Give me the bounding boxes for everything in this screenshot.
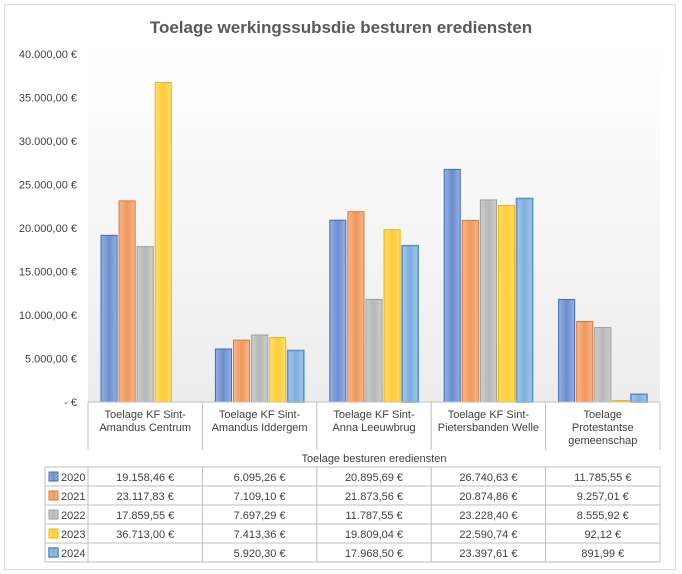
legend-label: 2021 bbox=[61, 491, 85, 503]
category-label: Toelage KF Sint- bbox=[105, 409, 187, 421]
table-cell: 7.109,10 € bbox=[234, 491, 286, 503]
bar-2024 bbox=[286, 349, 305, 403]
table-cell: 21.873,56 € bbox=[345, 491, 403, 503]
table-cell: 11.787,55 € bbox=[345, 510, 402, 522]
bar-2023 bbox=[497, 204, 516, 403]
table-cell: 20.874,86 € bbox=[459, 491, 517, 503]
y-axis: - € 5.000,00 € 10.000,00 € 15.000,00 € 20.00… bbox=[19, 49, 77, 409]
bar-2021 bbox=[118, 200, 136, 403]
y-tick-label: 5.000,00 € bbox=[25, 354, 77, 366]
bar-2023 bbox=[154, 82, 172, 403]
bar-2023 bbox=[269, 337, 287, 403]
category-label: Toelage KF Sint- bbox=[333, 409, 415, 421]
bar-2024 bbox=[515, 197, 534, 403]
category-label: Anna Leeuwbrug bbox=[332, 422, 415, 434]
table-cell: 19.158,46 € bbox=[116, 472, 174, 484]
bar-2021 bbox=[576, 320, 594, 403]
category-label: gemeenschap bbox=[568, 435, 637, 447]
table-cell: 17.968,50 € bbox=[345, 548, 403, 560]
legend-key-2022 bbox=[48, 509, 59, 520]
bar-2020 bbox=[214, 348, 232, 403]
category-label: Toelage KF Sint- bbox=[448, 409, 530, 421]
table-cell: 7.413,36 € bbox=[234, 529, 286, 541]
table-cell: 891,99 € bbox=[581, 548, 624, 560]
y-tick-label: 35.000,00 € bbox=[19, 93, 77, 105]
y-tick-label: - € bbox=[64, 397, 77, 409]
y-tick-label: 40.000,00 € bbox=[19, 49, 77, 61]
table-cell: 8.555,92 € bbox=[577, 510, 629, 522]
bar-2022 bbox=[479, 199, 497, 403]
bar-2022 bbox=[136, 246, 154, 403]
table-cell: 7.697,29 € bbox=[234, 510, 286, 522]
bar-2020 bbox=[558, 298, 576, 403]
category-label: Amandus Centrum bbox=[99, 422, 191, 434]
legend-label: 2022 bbox=[61, 510, 85, 522]
bar-2020 bbox=[329, 219, 347, 403]
y-tick-label: 10.000,00 € bbox=[19, 310, 77, 322]
table-cell: 9.257,01 € bbox=[577, 491, 629, 503]
table-cell: 17.859,55 € bbox=[116, 510, 174, 522]
table-cell: 20.895,69 € bbox=[345, 472, 403, 484]
bar-2022 bbox=[365, 298, 383, 403]
bar-2020 bbox=[100, 234, 118, 403]
bar-2024 bbox=[401, 244, 419, 403]
legend-key-2021 bbox=[48, 490, 59, 501]
category-label: Toelage KF Sint- bbox=[219, 409, 301, 421]
table-cell: 19.809,04 € bbox=[345, 529, 403, 541]
category-label: Pietersbanden Welle bbox=[438, 422, 539, 434]
table-cell: 23.117,83 € bbox=[117, 491, 174, 503]
legend-key-2020 bbox=[48, 471, 59, 482]
table-cell: 92,12 € bbox=[584, 529, 621, 541]
legend-label: 2024 bbox=[61, 548, 85, 560]
x-axis-title: Toelage besturen erediensten bbox=[302, 453, 447, 465]
table-cell: 26.740,63 € bbox=[459, 472, 517, 484]
legend-key-2023 bbox=[48, 528, 59, 539]
bar-2020 bbox=[443, 168, 461, 403]
y-tick-label: 15.000,00 € bbox=[19, 267, 77, 279]
bar-2022 bbox=[594, 327, 612, 403]
y-tick-label: 20.000,00 € bbox=[19, 223, 77, 235]
legend-key-2024 bbox=[48, 547, 59, 558]
bar-2024 bbox=[630, 393, 648, 403]
category-label: Protestantse bbox=[572, 422, 634, 434]
chart-title: Toelage werkingssubsdie besturen eredien… bbox=[150, 18, 532, 37]
y-tick-label: 30.000,00 € bbox=[19, 136, 77, 148]
table-cell: 11.785,55 € bbox=[574, 472, 631, 484]
bars bbox=[100, 82, 648, 403]
bar-2021 bbox=[232, 339, 251, 403]
bar-2023 bbox=[383, 229, 401, 403]
bar-2021 bbox=[461, 219, 479, 403]
table-cell: 6.095,26 € bbox=[234, 472, 286, 484]
category-label: Amandus Iddergem bbox=[212, 422, 308, 434]
table-cell: 23.228,40 € bbox=[459, 510, 517, 522]
bar-2021 bbox=[347, 211, 365, 403]
legend-label: 2023 bbox=[61, 529, 85, 541]
table-cell: 23.397,61 € bbox=[459, 548, 517, 560]
legend-label: 2020 bbox=[61, 472, 85, 484]
y-tick-label: 25.000,00 € bbox=[19, 180, 77, 192]
table-cell: 36.713,00 € bbox=[116, 529, 174, 541]
bar-2022 bbox=[251, 334, 269, 403]
category-label: Toelage bbox=[584, 409, 623, 421]
table-cell: 22.590,74 € bbox=[459, 529, 517, 541]
table-cell: 5.920,30 € bbox=[234, 548, 286, 560]
